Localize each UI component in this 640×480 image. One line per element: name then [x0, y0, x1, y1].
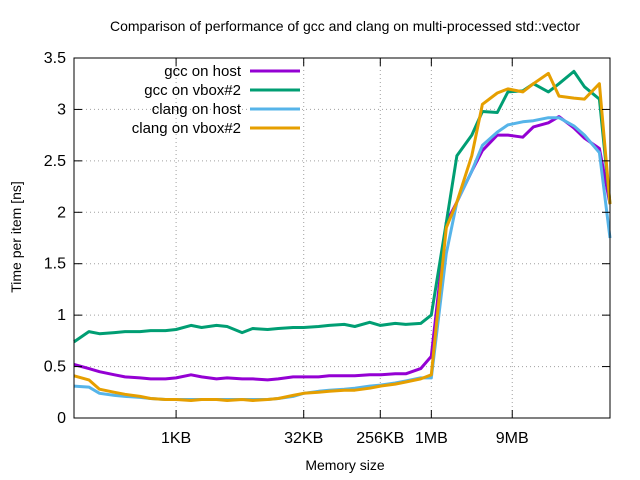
- legend-label-gcc-on-host: gcc on host: [164, 63, 242, 80]
- legend: gcc on host gcc on vbox#2 clang on host cla…: [132, 63, 300, 137]
- y-tick-label: 2: [57, 204, 66, 221]
- series-line-clang-on-host: [73, 116, 612, 401]
- grid-lines: [74, 58, 610, 418]
- x-tick-label: 9MB: [496, 430, 529, 447]
- y-tick-label: 1: [57, 307, 66, 324]
- series-lines: [73, 69, 612, 402]
- y-tick-label: 3.5: [44, 50, 66, 67]
- y-axis-title: Time per item [ns]: [8, 181, 24, 293]
- y-tick-label: 0: [57, 410, 66, 427]
- axis-ticks: 0 0.5 1 1.5 2 2.5 3 3.5 1KB 32KB 256KB 1MB 9MB: [44, 50, 610, 447]
- chart-title: Comparison of performance of gcc and cla…: [110, 18, 580, 34]
- plot-area-border: [73, 57, 611, 419]
- y-tick-label: 1.5: [44, 256, 66, 273]
- legend-label-gcc-on-vbox-2: gcc on vbox#2: [144, 82, 241, 99]
- y-tick-label: 2.5: [44, 153, 66, 170]
- x-axis-title: Memory size: [305, 457, 385, 473]
- series-line-gcc-on-host: [73, 115, 612, 382]
- x-tick-label: 32KB: [284, 430, 323, 447]
- x-tick-label: 256KB: [356, 430, 404, 447]
- y-tick-label: 0.5: [44, 359, 66, 376]
- x-tick-label: 1KB: [161, 430, 191, 447]
- series-line-clang-on-vbox-2: [73, 71, 612, 402]
- legend-label-clang-on-host: clang on host: [152, 101, 242, 118]
- y-tick-label: 3: [57, 101, 66, 118]
- legend-label-clang-on-vbox-2: clang on vbox#2: [132, 120, 241, 137]
- x-tick-label: 1MB: [415, 430, 448, 447]
